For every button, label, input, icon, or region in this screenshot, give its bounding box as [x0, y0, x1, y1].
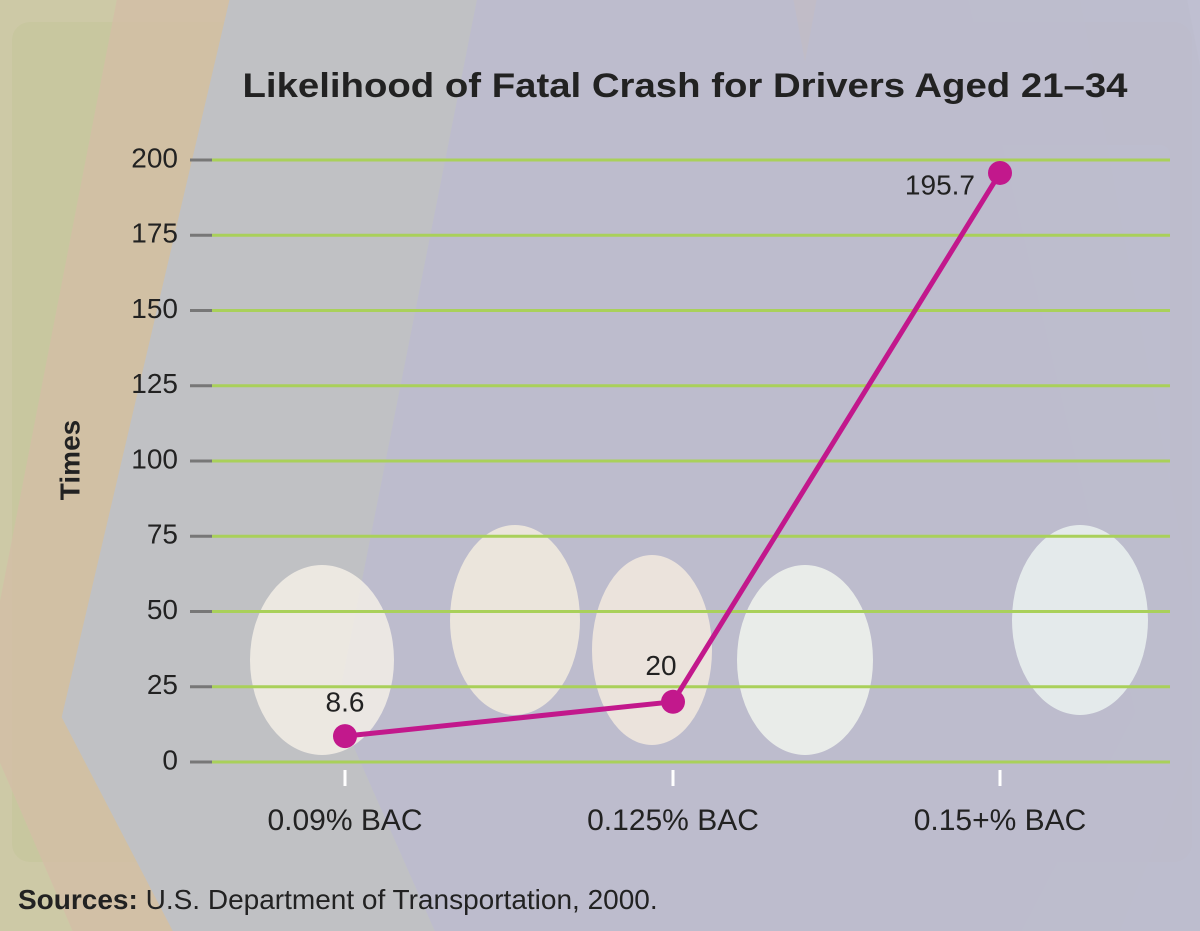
data-label: 195.7: [905, 169, 975, 200]
y-axis-label: Times: [54, 420, 85, 500]
footer: Sources: U.S. Department of Transportati…: [18, 884, 658, 915]
x-tick-label: 0.15+% BAC: [914, 804, 1087, 837]
data-point: [333, 724, 357, 748]
y-tick-label: 0: [162, 744, 178, 775]
y-tick-label: 50: [147, 594, 178, 625]
y-tick-label: 150: [131, 293, 178, 324]
decoration: [235, 162, 1161, 768]
x-tick-label: 0.09% BAC: [267, 804, 422, 837]
data-label: 8.6: [326, 687, 365, 718]
footer-label: Sources:: [18, 884, 138, 915]
y-tick-label: 175: [131, 218, 178, 249]
x-tick-label: 0.125% BAC: [587, 804, 759, 837]
y-tick-label: 125: [131, 368, 178, 399]
data-point: [988, 161, 1012, 185]
data-label: 20: [645, 650, 676, 681]
chart: Likelihood of Fatal Crash for Drivers Ag…: [0, 0, 1200, 931]
footer-text: U.S. Department of Transportation, 2000.: [146, 884, 658, 915]
y-tick-label: 200: [131, 142, 178, 173]
y-tick-label: 25: [147, 669, 178, 700]
chart-title: Likelihood of Fatal Crash for Drivers Ag…: [243, 67, 1128, 105]
data-point: [661, 690, 685, 714]
y-tick-label: 100: [131, 443, 178, 474]
y-tick-label: 75: [147, 519, 178, 550]
